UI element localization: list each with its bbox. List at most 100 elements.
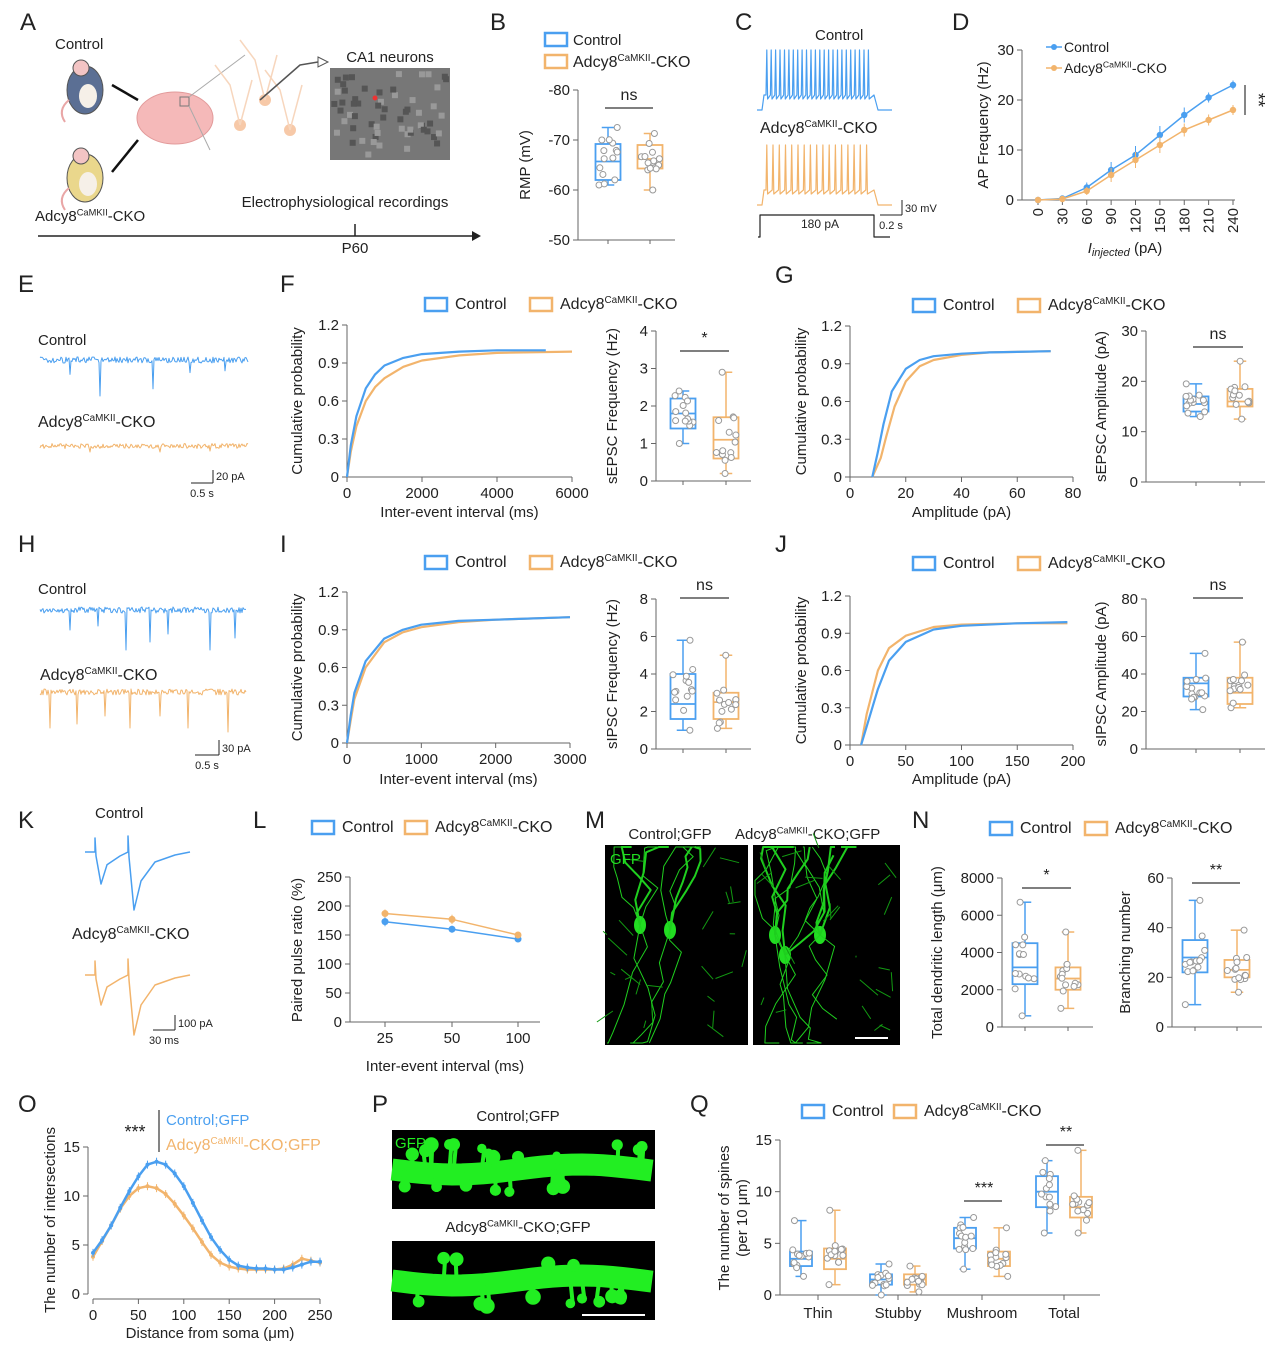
- panel-label: L: [253, 807, 266, 834]
- cko-superscript: CaMKII: [487, 1218, 518, 1228]
- cko-superscript: CaMKII: [479, 818, 512, 829]
- cko-base: Adcy8: [72, 926, 117, 943]
- panel-label: A: [20, 9, 36, 36]
- data-point: [1201, 649, 1209, 657]
- panel-label: B: [490, 9, 506, 36]
- spine-head: [593, 1295, 606, 1308]
- box-cko: [1226, 638, 1254, 712]
- image-texture: [352, 96, 359, 103]
- x-tick-label: 150: [1152, 208, 1169, 233]
- cdf-control: [871, 350, 1051, 478]
- y-tick-label: 0: [1156, 1019, 1164, 1036]
- neurite: [628, 858, 644, 862]
- spine-head: [405, 1147, 419, 1161]
- image-texture: [409, 97, 416, 104]
- dendrite: [669, 846, 702, 931]
- legend-control: Control: [342, 819, 394, 836]
- data-point: [669, 671, 677, 679]
- cko-suffix: -CKO: [838, 120, 878, 137]
- x-tick-label: Mushroom: [947, 1305, 1018, 1322]
- data-point: [136, 1174, 141, 1179]
- data-point: [988, 1261, 996, 1269]
- data-point: [1199, 396, 1207, 404]
- brain-icon: [136, 91, 214, 145]
- spine-head: [398, 1180, 411, 1193]
- data-point: [1062, 981, 1070, 989]
- y-tick-label: 6000: [961, 907, 994, 924]
- data-point: [136, 1186, 141, 1191]
- cko-base: Adcy8: [1048, 297, 1093, 314]
- data-point: [1019, 941, 1027, 949]
- data-point: [1229, 106, 1237, 114]
- image-control-spines: [390, 1130, 655, 1209]
- box-control: [1182, 380, 1210, 421]
- trace-label-control: Control: [38, 581, 86, 598]
- y-axis-label: RMP (mV): [517, 130, 534, 200]
- x-tick-label: 50: [130, 1307, 147, 1324]
- cko-suffix: -CKO: [118, 667, 158, 684]
- gfp-channel-label: GFP: [395, 1135, 426, 1152]
- data-point: [718, 368, 726, 376]
- data-point: [1059, 987, 1067, 995]
- legend-swatch: [543, 31, 569, 48]
- data-point: [1244, 398, 1252, 406]
- neurite: [596, 1010, 614, 1023]
- ppr-trace-cko: [85, 958, 191, 1036]
- data-point: [1034, 196, 1042, 204]
- legend-cko: Adcy8CaMKII-CKO: [1115, 819, 1233, 837]
- data-point: [970, 1214, 978, 1221]
- y-axis-label: sIPSC Amplitude (pA): [1093, 601, 1110, 746]
- y-axis-label: Branching number: [1117, 891, 1134, 1014]
- neurite: [730, 886, 734, 902]
- trace-label-control: Control: [95, 805, 143, 822]
- data-point: [1235, 974, 1243, 982]
- data-point: [1074, 1229, 1082, 1237]
- data-point: [969, 1245, 977, 1253]
- y-tick-label: 0: [1130, 474, 1138, 491]
- data-point: [831, 1242, 839, 1250]
- image-texture: [374, 129, 381, 136]
- data-point: [679, 402, 687, 410]
- data-point: [218, 1247, 223, 1252]
- data-point: [1235, 988, 1243, 996]
- y-tick-label: -80: [548, 82, 570, 99]
- legend-marker: [1051, 65, 1057, 71]
- cko-base: Adcy8: [445, 1219, 487, 1236]
- data-point: [671, 392, 679, 400]
- image-texture: [434, 84, 441, 91]
- data-point: [118, 1205, 123, 1210]
- data-point: [163, 1192, 168, 1197]
- y-tick-label: 1.2: [318, 317, 339, 334]
- data-point: [684, 397, 692, 405]
- cko-superscript: CaMKII: [77, 207, 108, 217]
- data-point: [1011, 969, 1019, 977]
- cko-suffix: -CKO: [638, 296, 678, 313]
- data-point: [1045, 1175, 1053, 1183]
- significance-label: ns: [621, 87, 638, 104]
- y-tick-label: 0: [640, 473, 648, 490]
- y-tick-label: 4: [640, 323, 648, 340]
- data-point: [600, 180, 608, 188]
- image-texture: [349, 139, 356, 146]
- cko-suffix: -CKO: [1126, 297, 1166, 314]
- data-point: [655, 155, 663, 163]
- data-point: [172, 1171, 177, 1176]
- y-tick-label: 8000: [961, 870, 994, 887]
- data-point: [600, 155, 608, 163]
- data-point: [800, 1272, 808, 1280]
- neurite: [707, 1024, 724, 1038]
- trace-label-cko: Adcy8CaMKII-CKO: [38, 413, 156, 431]
- cko-base: Adcy8: [1064, 60, 1103, 76]
- cdf-cko: [345, 350, 573, 478]
- dendrite: [774, 846, 797, 936]
- y-axis-label: Cumulative probability: [793, 327, 810, 475]
- data-point: [1183, 402, 1191, 410]
- data-point: [955, 1245, 963, 1253]
- data-point: [689, 665, 697, 673]
- image-texture: [351, 113, 358, 120]
- data-point: [874, 1274, 882, 1282]
- image-texture: [425, 71, 432, 78]
- y-tick-label: 0.9: [318, 622, 339, 639]
- spine-head: [567, 1258, 580, 1272]
- box-cko: [712, 651, 740, 732]
